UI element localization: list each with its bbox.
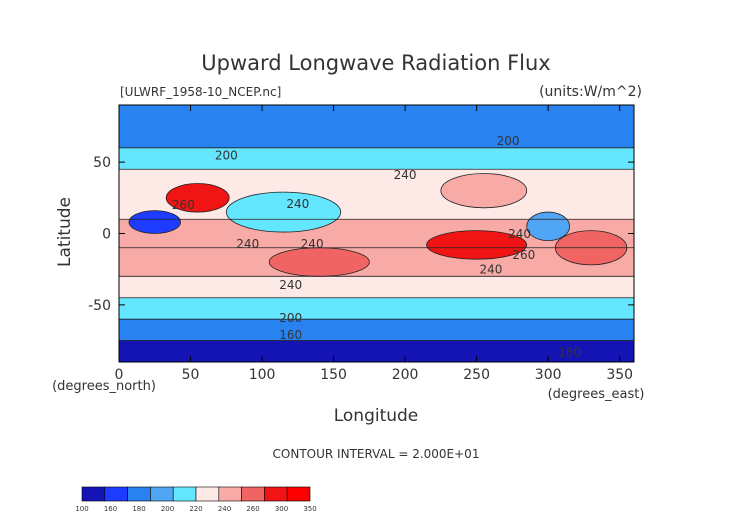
colorbar-label-350: 350 xyxy=(303,505,316,513)
flux-anomaly-2 xyxy=(268,247,370,277)
colorbar-label-240: 240 xyxy=(218,505,231,513)
contour-label-9: 240 xyxy=(479,262,502,276)
contour-label-12: 160 xyxy=(279,328,302,342)
heatmap-plot-area xyxy=(118,104,635,363)
colorbar-swatch-6 xyxy=(218,486,242,502)
x-tick-label-150: 150 xyxy=(320,367,347,383)
flux-anomaly-4 xyxy=(225,191,342,233)
y-axis-label: Latitude xyxy=(55,197,75,267)
colorbar-label-200: 200 xyxy=(161,505,174,513)
x-tick-label-300: 300 xyxy=(535,367,562,383)
contour-interval-text: CONTOUR INTERVAL = 2.000E+01 xyxy=(273,447,480,461)
x-tick-label-350: 350 xyxy=(606,367,633,383)
contour-label-0: 200 xyxy=(215,148,238,162)
units-label: (units:W/m^2) xyxy=(539,84,642,100)
contour-label-2: 240 xyxy=(394,168,417,182)
colorbar: 100 160 180 200 220 240 260 300 350 xyxy=(75,486,317,513)
flux-anomaly-5 xyxy=(526,211,571,242)
colorbar-label-220: 220 xyxy=(189,505,202,513)
chart-axes: 0 50 100 150 200 250 300 350 -50 0 50 xyxy=(88,105,634,383)
y-tick-label-50: 50 xyxy=(93,155,111,171)
colorbar-label-100: 100 xyxy=(75,505,88,513)
latitude-band-7 xyxy=(119,319,634,341)
contour-label-1: 200 xyxy=(497,134,520,148)
contour-labels: 200 200 240 260 240 240 240 240 260 240 240 200 160 1… xyxy=(172,134,581,359)
contour-label-10: 240 xyxy=(279,278,302,292)
contour-label-5: 240 xyxy=(236,237,259,251)
colorbar-swatch-5 xyxy=(195,486,220,502)
y-tick-label-0: 0 xyxy=(102,227,111,243)
contour-label-6: 240 xyxy=(301,237,324,251)
colorbar-swatch-1 xyxy=(104,486,128,502)
latitude-band-4 xyxy=(119,247,634,277)
chart-title: Upward Longwave Radiation Flux xyxy=(201,51,550,75)
latitude-band-8 xyxy=(119,340,634,362)
flux-anomaly-0 xyxy=(165,183,230,213)
x-tick-label-0: 0 xyxy=(115,367,124,383)
colorbar-label-300: 300 xyxy=(275,505,288,513)
y-tick-label--50: -50 xyxy=(88,298,111,314)
colorbar-swatch-7 xyxy=(241,486,265,502)
colorbar-swatch-9 xyxy=(286,486,311,502)
flux-anomaly-1 xyxy=(128,210,181,234)
latitude-band-5 xyxy=(119,276,634,298)
x-unit-label: (degrees_east) xyxy=(548,387,645,402)
latitude-band-0 xyxy=(119,105,634,148)
contour-label-11: 200 xyxy=(279,311,302,325)
colorbar-label-180: 180 xyxy=(132,505,145,513)
y-unit-label: (degrees_north) xyxy=(52,379,156,394)
colorbar-label-160: 160 xyxy=(104,505,117,513)
contour-label-8: 260 xyxy=(512,248,535,262)
x-tick-label-100: 100 xyxy=(249,367,276,383)
colorbar-swatch-4 xyxy=(172,486,197,502)
colorbar-label-260: 260 xyxy=(246,505,259,513)
x-tick-label-200: 200 xyxy=(392,367,419,383)
x-tick-label-250: 250 xyxy=(463,367,490,383)
contour-label-13: 180 xyxy=(558,345,581,359)
latitude-band-1 xyxy=(119,147,634,170)
colorbar-swatch-8 xyxy=(264,486,288,502)
flux-anomaly-7 xyxy=(440,173,528,209)
colorbar-swatch-2 xyxy=(127,486,151,502)
contour-label-4: 240 xyxy=(286,197,309,211)
dataset-filename: [ULWRF_1958-10_NCEP.nc] xyxy=(120,85,281,99)
x-axis-label: Longitude xyxy=(334,406,419,426)
contour-label-3: 260 xyxy=(172,198,195,212)
colorbar-swatch-3 xyxy=(150,486,174,502)
flux-anomaly-3 xyxy=(426,230,528,260)
x-tick-label-50: 50 xyxy=(182,367,200,383)
colorbar-swatch-0 xyxy=(81,486,106,502)
latitude-band-6 xyxy=(119,297,634,320)
contour-label-7: 240 xyxy=(508,227,531,241)
